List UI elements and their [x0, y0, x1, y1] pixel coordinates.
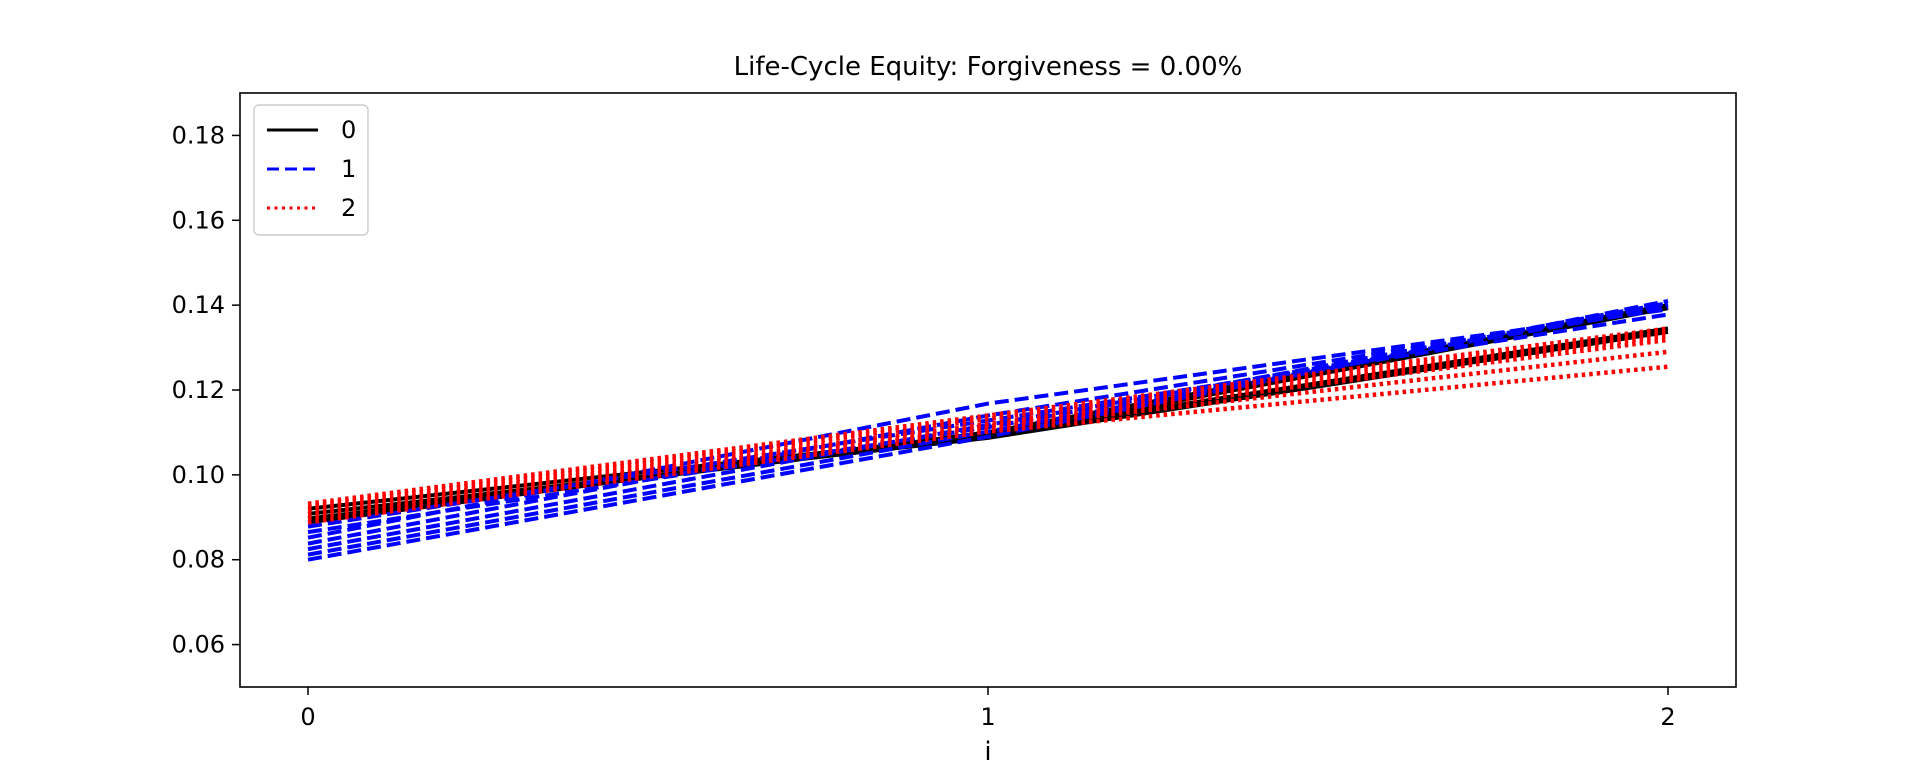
legend-label-1: 1 [341, 155, 356, 183]
legend-label-2: 2 [341, 194, 356, 222]
chart-title: Life-Cycle Equity: Forgiveness = 0.00% [734, 52, 1243, 82]
series-2-line-6 [307, 326, 1669, 506]
y-tick-label: 0.18 [172, 121, 225, 149]
y-tick-label: 0.16 [172, 206, 225, 234]
y-tick-label: 0.10 [172, 461, 225, 489]
x-tick-label: 1 [980, 703, 995, 731]
y-tick-label: 0.14 [172, 291, 225, 319]
x-axis-label: i [984, 737, 991, 767]
x-axis: 0 1 2 [300, 687, 1676, 731]
series-2 [307, 326, 1669, 525]
x-tick-label: 0 [300, 703, 315, 731]
legend-entries: 0 1 2 [267, 116, 356, 222]
legend-label-0: 0 [341, 116, 356, 144]
series-2-line-4 [307, 333, 1669, 513]
series-layer [307, 298, 1669, 562]
legend[interactable]: 0 1 2 [253, 104, 369, 236]
series-2-line-1 [307, 364, 1669, 525]
y-tick-label: 0.06 [172, 631, 225, 659]
plot-area: 0 1 2 0.06 0.08 0.10 0.12 0.14 0.16 0.18 [172, 92, 1737, 731]
y-tick-label: 0.08 [172, 546, 225, 574]
y-axis: 0.06 0.08 0.10 0.12 0.14 0.16 0.18 [172, 121, 240, 659]
series-2-line-5 [307, 330, 1669, 509]
y-tick-label: 0.12 [172, 376, 225, 404]
x-tick-label: 2 [1660, 703, 1675, 731]
